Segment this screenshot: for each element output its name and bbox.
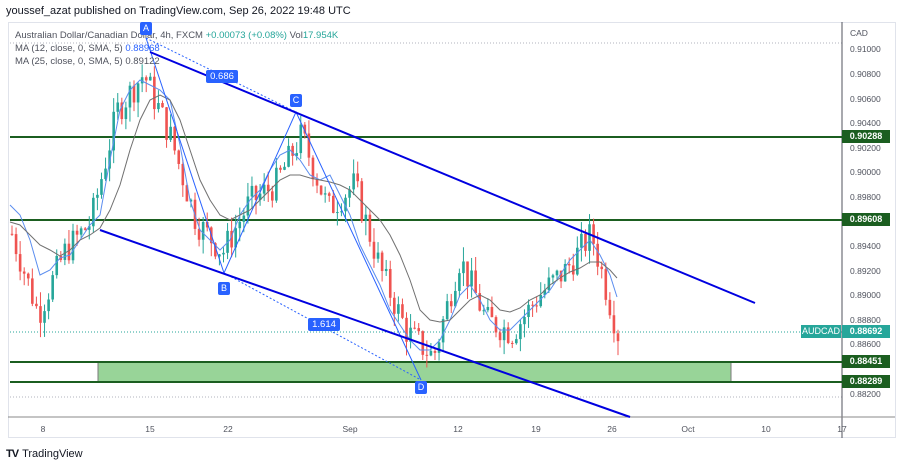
time-tick: 15	[145, 424, 155, 434]
change-value: +0.00073 (+0.08%)	[205, 30, 287, 41]
price-tick: 0.88600	[850, 339, 881, 349]
price-tick: 0.90400	[850, 118, 881, 128]
ma12-value: 0.88968	[125, 43, 160, 54]
volume-label: Vol	[289, 30, 303, 41]
currency-label: CAD	[850, 28, 868, 38]
price-tick: 0.89200	[850, 266, 881, 276]
level-price-tag: 0.88289	[842, 375, 890, 388]
ma12-line	[9, 79, 618, 351]
price-tick: 0.89800	[850, 192, 881, 202]
symbol-name: Australian Dollar/Canadian Dollar, 4h, F…	[15, 30, 203, 41]
point-c-label[interactable]: C	[290, 94, 302, 107]
time-tick: 19	[531, 424, 541, 434]
ma12-label: MA (12, close, 0, SMA, 5)	[15, 43, 123, 54]
publisher-line: youssef_azat published on TradingView.co…	[6, 5, 351, 17]
symbol-tag: AUDCAD	[801, 325, 841, 338]
price-tick: 0.90800	[850, 69, 881, 79]
brand-name: TradingView	[22, 448, 83, 460]
time-tick: 22	[223, 424, 233, 434]
pattern-lines	[145, 37, 422, 381]
price-tick: 0.90600	[850, 94, 881, 104]
time-tick: 10	[761, 424, 771, 434]
level-price-tag: 0.89608	[842, 213, 890, 226]
ma25-label: MA (25, close, 0, SMA, 5)	[15, 56, 123, 67]
channel-lower	[99, 229, 631, 418]
level-price-tag: 0.90288	[842, 130, 890, 143]
point-a-label[interactable]: A	[140, 22, 152, 35]
ma25-line	[9, 94, 618, 323]
time-tick: 17	[837, 424, 847, 434]
time-tick: Oct	[681, 424, 695, 434]
price-tick: 0.90200	[850, 143, 881, 153]
ma25-legend[interactable]: MA (25, close, 0, SMA, 5) 0.89122	[15, 56, 160, 67]
ratio-bd-label[interactable]: 1.614	[308, 318, 340, 331]
symbol-legend[interactable]: Australian Dollar/Canadian Dollar, 4h, F…	[15, 30, 338, 41]
price-tick: 0.88800	[850, 315, 881, 325]
price-tick: 0.91000	[850, 44, 881, 54]
ratio-ac-label[interactable]: 0.686	[206, 70, 238, 83]
time-tick: 12	[453, 424, 463, 434]
price-tick: 0.90000	[850, 167, 881, 177]
ma25-value: 0.89122	[125, 56, 160, 67]
time-tick: 8	[40, 424, 46, 434]
time-tick: 26	[607, 424, 617, 434]
price-tick: 0.88200	[850, 389, 881, 399]
tradingview-logo-icon: TV	[6, 448, 19, 460]
price-tick: 0.89400	[850, 241, 881, 251]
chart-frame[interactable]	[8, 22, 896, 438]
level-price-tag: 0.88451	[842, 355, 890, 368]
point-b-label[interactable]: B	[218, 282, 230, 295]
current-price-tag: 0.88692	[842, 325, 890, 338]
price-tick: 0.89000	[850, 290, 881, 300]
time-tick: Sep	[342, 424, 358, 434]
point-d-label[interactable]: D	[415, 381, 427, 394]
volume-value: 17.954K	[302, 30, 339, 41]
ma12-legend[interactable]: MA (12, close, 0, SMA, 5) 0.88968	[15, 43, 160, 54]
tradingview-footer[interactable]: TV TradingView	[6, 448, 83, 460]
channel-upper	[149, 51, 756, 304]
